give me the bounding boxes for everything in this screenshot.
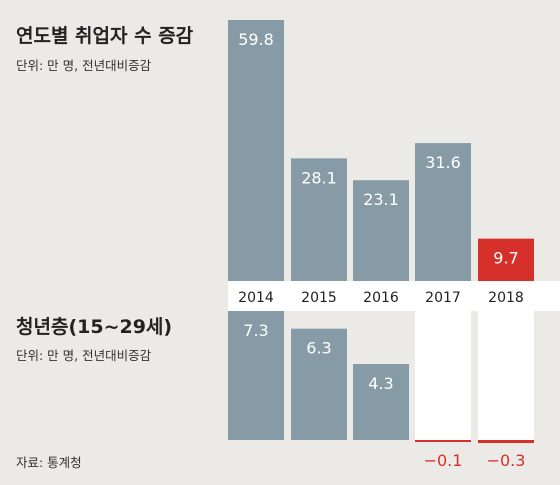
top-value-label-2017: 31.6 (425, 153, 461, 172)
top-value-label-2015: 28.1 (301, 168, 337, 187)
top-chart-unit: 단위: 만 명, 전년대비증감 (16, 58, 152, 73)
year-label-2016: 2016 (363, 290, 399, 306)
bottom-bar-area-2018 (478, 311, 534, 440)
year-band (228, 281, 560, 311)
top-bar-2016 (353, 180, 409, 281)
bottom-bar-2016 (353, 364, 409, 440)
top-chart-title: 연도별 취업자 수 증감 (16, 25, 194, 47)
bottom-bars: 7.3 6.3 4.3 −0.1 −0.3 (228, 311, 534, 470)
bottom-value-label-2015: 6.3 (306, 339, 331, 358)
top-bar-2015 (291, 158, 347, 281)
bottom-bar-2014 (228, 311, 284, 440)
bottom-bar-2017 (415, 440, 471, 442)
top-bar-2014 (228, 20, 284, 281)
bottom-chart-title: 청년층(15~29세) (16, 316, 172, 338)
bottom-bar-2015 (291, 328, 347, 440)
source-note: 자료: 통계청 (16, 455, 82, 470)
bottom-value-label-2014: 7.3 (243, 321, 268, 340)
top-bar-2018 (478, 238, 534, 281)
bottom-value-label-2017: −0.1 (424, 451, 463, 470)
year-label-2014: 2014 (238, 290, 274, 306)
bottom-bar-2018 (478, 440, 534, 443)
top-bar-2017 (415, 143, 471, 281)
bottom-bar-area-2017 (415, 311, 471, 440)
top-value-label-2016: 23.1 (363, 190, 399, 209)
year-label-2018: 2018 (488, 290, 524, 306)
top-bars: 59.8 28.1 23.1 31.6 9.7 (228, 20, 534, 281)
bottom-chart-unit: 단위: 만 명, 전년대비증감 (16, 348, 152, 363)
bottom-value-label-2018: −0.3 (487, 451, 526, 470)
year-label-2017: 2017 (425, 290, 461, 306)
top-value-label-2018: 9.7 (493, 249, 518, 268)
top-value-label-2014: 59.8 (238, 30, 274, 49)
year-label-2015: 2015 (301, 290, 337, 306)
bottom-value-label-2016: 4.3 (368, 374, 393, 393)
year-labels: 2014 2015 2016 2017 2018 (238, 290, 524, 306)
